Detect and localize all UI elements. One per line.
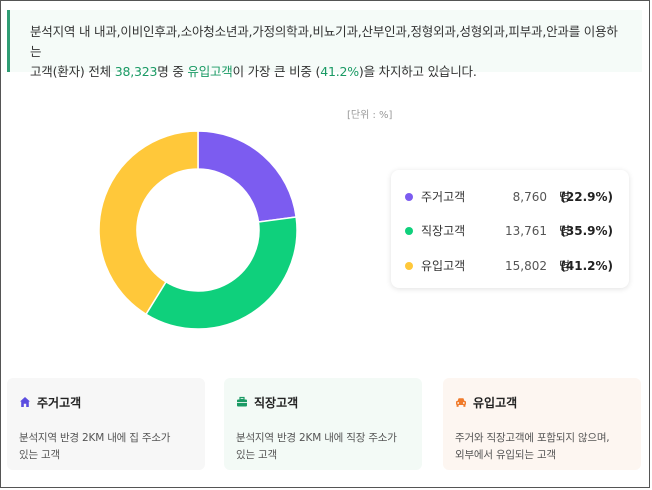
legend-unit: 명 — [559, 224, 571, 238]
card-description: 주거와 직장고객에 포함되지 않으며, 외부에서 유입되는 고객 — [455, 430, 629, 464]
legend-percent: (41.2%) — [560, 259, 613, 273]
card-title-text: 주거고객 — [37, 395, 82, 410]
legend-percent: (22.9%) — [560, 190, 613, 204]
legend-unit: 명 — [559, 190, 571, 204]
card-inflow: 유입고객 주거와 직장고객에 포함되지 않으며, 외부에서 유입되는 고객 — [443, 378, 641, 470]
slice-inflow — [98, 130, 199, 316]
card-desc-line: 분석지역 반경 2KM 내에 직장 주소가 — [236, 432, 397, 444]
summary-text: 명 중 — [157, 64, 188, 79]
slice-residential — [197, 130, 297, 223]
card-title-text: 직장고객 — [254, 395, 299, 410]
car-icon — [456, 398, 466, 407]
legend-name: 주거고객 — [421, 190, 466, 204]
card-title-text: 유입고객 — [473, 395, 518, 410]
legend-dot — [405, 227, 413, 235]
card-desc-line: 있는 고객 — [19, 449, 60, 461]
slice-workplace — [144, 216, 298, 330]
card-desc-line: 외부에서 유입되는 고객 — [455, 449, 556, 461]
summary-box: 분석지역 내 내과,이비인후과,소아청소년과,가정의학과,비뇨기과,산부인과,정… — [7, 10, 642, 79]
card-title: 직장고객 — [236, 394, 410, 410]
summary-text: 고객(환자) 전체 — [30, 64, 115, 79]
donut-chart — [98, 130, 298, 330]
legend-dot — [405, 193, 413, 201]
legend-dot — [405, 262, 413, 270]
summary-text: 이 가장 큰 비중 ( — [232, 64, 321, 79]
summary-line-1: 분석지역 내 내과,이비인후과,소아청소년과,가정의학과,비뇨기과,산부인과,정… — [30, 24, 618, 59]
home-icon — [20, 397, 30, 407]
briefcase-icon — [237, 396, 247, 407]
legend-percent: (35.9%) — [560, 224, 613, 238]
card-residential: 주거고객 분석지역 반경 2KM 내에 집 주소가 있는 고객 — [7, 378, 205, 470]
card-desc-line: 주거와 직장고객에 포함되지 않으며, — [455, 432, 610, 444]
legend-count: 8,760 — [512, 190, 547, 204]
highlight-segment: 유입고객 — [187, 64, 233, 79]
card-desc-line: 있는 고객 — [236, 449, 277, 461]
legend-row-inflow: 유입고객 15,802 명 (41.2%) — [391, 256, 629, 276]
total-count: 38,323 — [114, 64, 158, 79]
card-workplace: 직장고객 분석지역 반경 2KM 내에 직장 주소가 있는 고객 — [224, 378, 422, 470]
card-title: 유입고객 — [455, 394, 629, 410]
legend-name: 유입고객 — [421, 259, 466, 273]
legend-count: 13,761 — [505, 224, 547, 238]
unit-label: [단위 : %] — [347, 110, 393, 121]
chart-legend: 주거고객 8,760 명 (22.9%) 직장고객 13,761 명 (35.9… — [391, 170, 629, 288]
legend-row-workplace: 직장고객 13,761 명 (35.9%) — [391, 221, 629, 241]
card-title: 주거고객 — [19, 394, 193, 410]
legend-name: 직장고객 — [421, 224, 466, 238]
legend-unit: 명 — [559, 259, 571, 273]
summary-text: )을 차지하고 있습니다. — [358, 64, 477, 79]
card-description: 분석지역 반경 2KM 내에 집 주소가 있는 고객 — [19, 430, 193, 464]
highlight-percent: 41.2% — [320, 64, 359, 79]
card-desc-line: 분석지역 반경 2KM 내에 집 주소가 — [19, 432, 171, 444]
legend-row-residential: 주거고객 8,760 명 (22.9%) — [391, 187, 629, 207]
legend-count: 15,802 — [505, 259, 547, 273]
card-description: 분석지역 반경 2KM 내에 직장 주소가 있는 고객 — [236, 430, 410, 464]
summary-line-2: 고객(환자) 전체 38,323명 중 유입고객이 가장 큰 비중 (41.2%… — [30, 62, 628, 82]
